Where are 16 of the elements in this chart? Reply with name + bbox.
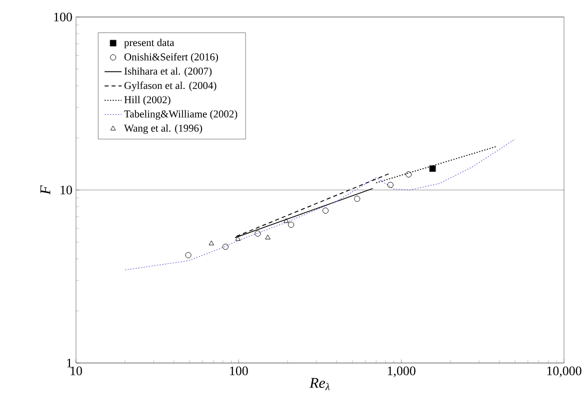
y-tick-label: 10: [60, 186, 72, 194]
legend-label: Onishi&Seifert (2016): [124, 52, 218, 63]
legend-label: Ishihara et al. (2007): [124, 67, 212, 77]
x-tick-label: 1,000: [388, 366, 416, 378]
x-tick-label: 100: [230, 366, 248, 376]
legend-label: Wang et al. (1996): [124, 124, 202, 134]
legend-label: Gylfason et al. (2004): [124, 82, 216, 92]
y-tick-label: 100: [54, 12, 72, 22]
x-axis-title: Re$_{λ}$: [310, 378, 330, 390]
legend-label: Hill (2002): [124, 96, 170, 106]
y-axis-title: F: [40, 185, 50, 195]
legend-label: present data: [124, 38, 174, 48]
x-tick-label: 10,000: [547, 366, 582, 378]
x-tick-label: 10: [70, 366, 82, 376]
y-tick-label: 1: [67, 358, 72, 368]
legend-label: Tabeling&Williame (2002): [124, 110, 238, 120]
